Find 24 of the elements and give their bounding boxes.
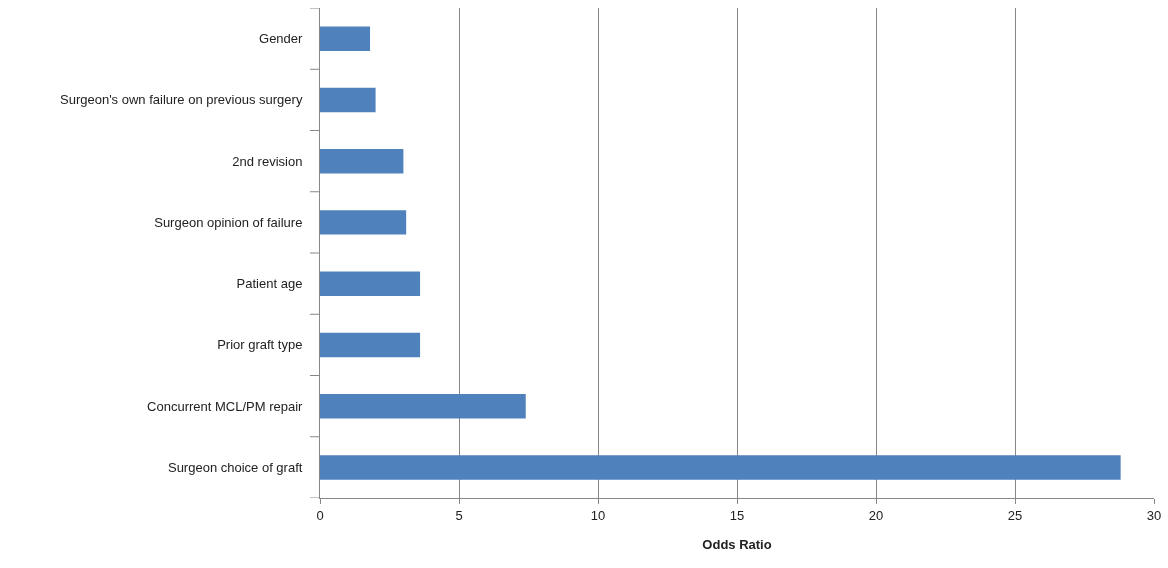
bar: [320, 87, 376, 113]
y-tick-label: Concurrent MCL/PM repair: [147, 398, 304, 414]
y-tick-label: Gender: [259, 31, 304, 47]
bar: [320, 148, 404, 174]
bar: [320, 455, 1121, 480]
x-tick-label: 30: [1146, 507, 1162, 523]
x-tick-label: 5: [455, 507, 463, 523]
bar: [320, 393, 526, 419]
bar: [320, 26, 371, 51]
x-axis-title: Odds Ratio: [702, 537, 772, 553]
bar: [320, 210, 407, 235]
bar: [320, 271, 421, 296]
x-tick-label: 0: [316, 507, 324, 523]
y-tick-label: Prior graft type: [217, 337, 303, 353]
y-tick-label: Patient age: [236, 276, 303, 292]
y-tick-label: 2nd revision: [232, 153, 303, 169]
y-tick-label: Surgeon's own failure on previous surgery: [59, 92, 303, 108]
x-tick-label: 15: [729, 507, 745, 523]
x-tick-label: 25: [1007, 507, 1023, 523]
y-tick-label: Surgeon opinion of failure: [154, 214, 303, 230]
x-tick-label: 10: [590, 507, 606, 523]
y-tick-label: Surgeon choice of graft: [167, 459, 303, 475]
bar: [320, 332, 421, 358]
x-tick-label: 20: [868, 507, 884, 523]
